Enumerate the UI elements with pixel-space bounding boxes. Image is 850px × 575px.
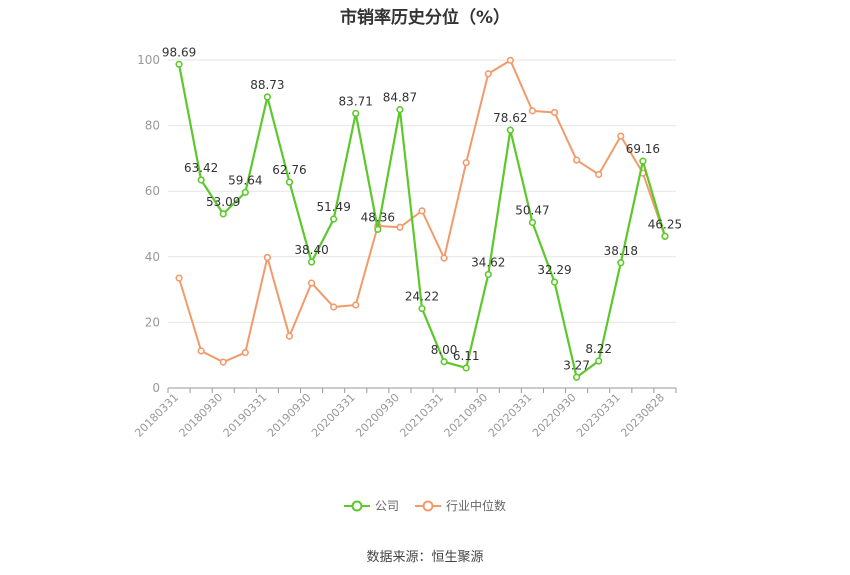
data-point-industry-median xyxy=(462,159,470,167)
data-point-company xyxy=(418,304,426,313)
data-label: 32.29 xyxy=(537,263,571,277)
data-point-industry-median xyxy=(595,170,603,179)
y-tick-label: 0 xyxy=(152,381,160,395)
data-label: 3.27 xyxy=(563,358,590,372)
data-label: 53.09 xyxy=(206,195,240,209)
data-label: 62.76 xyxy=(272,163,306,177)
data-point-industry-median xyxy=(197,347,205,355)
y-tick-label: 80 xyxy=(145,119,160,133)
x-tick-label: 20200331 xyxy=(309,391,358,440)
data-point-company xyxy=(573,373,581,381)
data-point-industry-median xyxy=(175,274,183,282)
data-label: 24.22 xyxy=(405,290,439,304)
data-point-industry-median xyxy=(285,332,294,340)
x-tick-label: 20230331 xyxy=(574,391,623,440)
data-point-company xyxy=(374,225,382,233)
data-point-company xyxy=(307,258,316,266)
x-tick-label: 20200930 xyxy=(353,391,402,440)
data-label: 84.87 xyxy=(383,91,417,105)
data-point-industry-median xyxy=(506,56,514,64)
x-tick-label: 20230828 xyxy=(618,391,667,440)
data-label: 69.16 xyxy=(626,142,660,156)
data-point-industry-median xyxy=(440,254,448,262)
data-label: 59.64 xyxy=(228,173,262,187)
data-point-industry-median xyxy=(528,107,537,115)
data-label: 38.18 xyxy=(604,244,638,258)
y-tick-label: 40 xyxy=(145,250,160,264)
data-point-company xyxy=(550,278,559,286)
data-label: 46.25 xyxy=(648,217,682,231)
data-source: 数据来源：恒生聚源 xyxy=(366,550,484,565)
data-label: 88.73 xyxy=(250,78,284,92)
data-point-company xyxy=(595,357,603,365)
data-point-company xyxy=(617,259,625,267)
data-point-company xyxy=(639,157,647,165)
data-point-company xyxy=(506,126,514,134)
data-point-company xyxy=(175,60,183,68)
data-point-industry-median xyxy=(263,253,271,262)
data-label: 38.40 xyxy=(294,243,328,257)
data-label: 50.47 xyxy=(515,203,549,217)
x-tick-label: 20220930 xyxy=(530,391,579,440)
y-tick-label: 100 xyxy=(137,53,160,67)
data-point-industry-median xyxy=(219,358,227,366)
data-point-company xyxy=(330,215,338,223)
data-label: 48.36 xyxy=(361,210,395,224)
data-point-company xyxy=(285,178,294,186)
data-point-company xyxy=(241,188,249,196)
x-tick-label: 20180930 xyxy=(177,391,226,440)
data-label: 63.42 xyxy=(184,161,218,175)
legend-marker-company xyxy=(343,500,370,511)
x-tick-label: 20180331 xyxy=(132,391,181,440)
legend-marker-industry-median xyxy=(415,500,441,511)
data-point-industry-median xyxy=(484,70,492,78)
x-tick-label: 20190331 xyxy=(221,391,270,440)
data-point-company xyxy=(661,232,669,240)
data-point-industry-median xyxy=(396,223,404,231)
x-tick-label: 20210331 xyxy=(397,391,446,440)
data-label: 8.00 xyxy=(431,343,458,357)
legend-label-company: 公司 xyxy=(374,499,399,513)
data-point-company xyxy=(197,176,205,184)
x-tick-label: 20220331 xyxy=(486,391,535,440)
data-label: 51.49 xyxy=(316,200,350,214)
chart-title: 市销率历史分位（%） xyxy=(339,8,511,28)
data-point-company xyxy=(352,109,360,118)
data-label: 78.62 xyxy=(493,111,527,125)
data-point-industry-median xyxy=(418,207,426,215)
data-point-industry-median xyxy=(573,156,581,164)
data-point-company xyxy=(462,364,470,372)
series-line-company xyxy=(177,64,667,379)
x-tick-label: 20190930 xyxy=(265,391,314,440)
data-point-industry-median xyxy=(550,108,559,117)
data-point-company xyxy=(219,210,227,218)
data-point-industry-median xyxy=(241,348,249,357)
legend-item-company[interactable]: 公司 xyxy=(343,497,399,514)
data-point-industry-median xyxy=(307,279,316,287)
data-label: 98.69 xyxy=(162,45,196,59)
data-label: 6.11 xyxy=(453,349,480,363)
data-point-company xyxy=(263,93,271,101)
legend-label-industry-median: 行业中位数 xyxy=(446,499,507,513)
data-point-industry-median xyxy=(352,301,360,309)
data-point-industry-median xyxy=(617,132,625,140)
data-label: 83.71 xyxy=(339,94,373,108)
y-tick-label: 60 xyxy=(145,184,160,198)
data-point-company xyxy=(440,358,448,366)
data-point-industry-median xyxy=(330,303,338,311)
data-label: 34.62 xyxy=(471,255,505,269)
x-tick-label: 20210930 xyxy=(442,391,491,440)
legend-item-industry-median[interactable]: 行业中位数 xyxy=(415,497,506,514)
data-point-company xyxy=(528,218,537,227)
data-point-company xyxy=(396,106,404,114)
line-chart: 0 20 40 60 80 100 2018033120180930201903312019… xyxy=(132,45,682,440)
data-label: 8.22 xyxy=(585,342,612,356)
y-tick-label: 20 xyxy=(145,315,160,329)
chart-legend: 公司 行业中位数 xyxy=(0,497,850,514)
data-point-company xyxy=(484,270,492,279)
